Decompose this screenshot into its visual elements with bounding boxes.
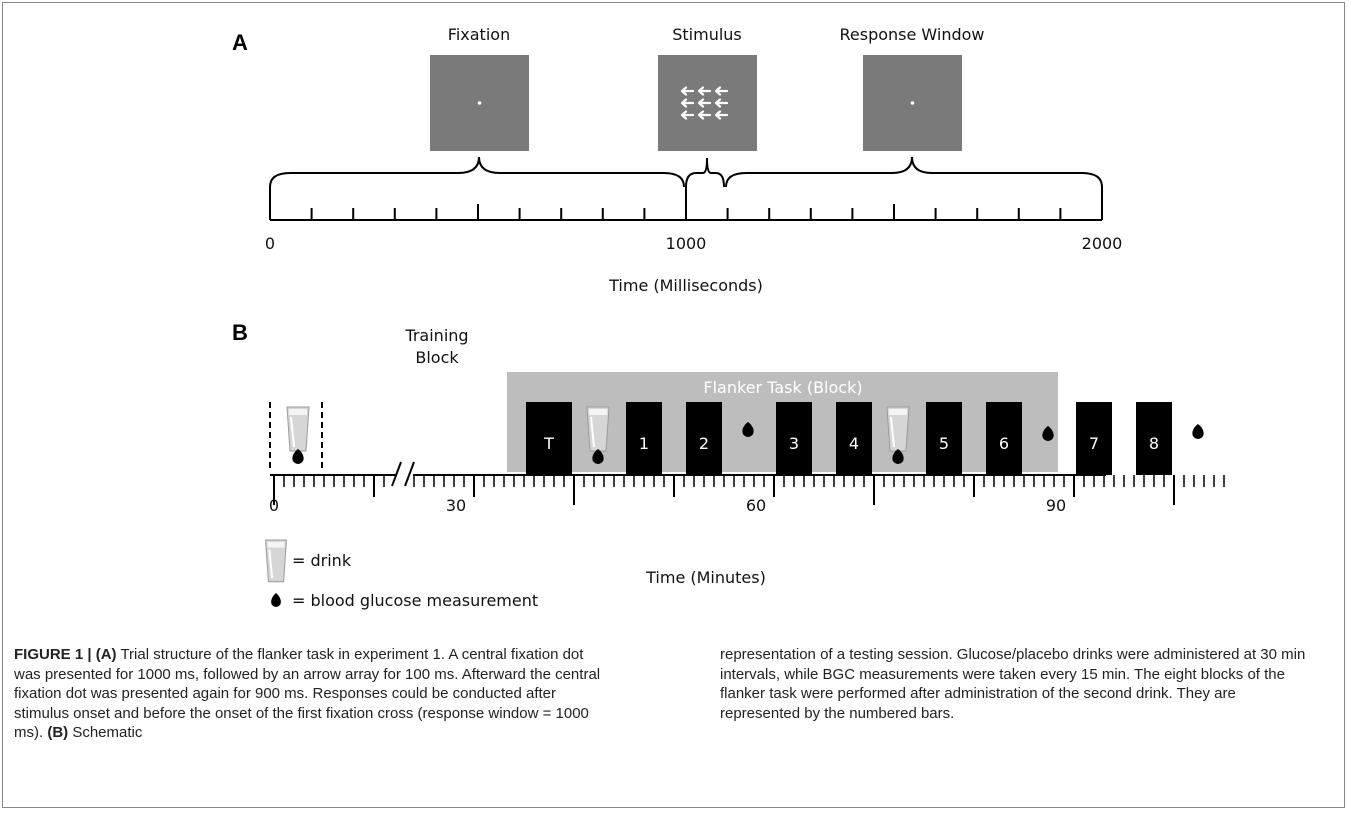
- fixation-screen: [430, 55, 529, 151]
- response-window-screen: [863, 55, 962, 151]
- caption-part-a-label: (A): [95, 646, 117, 663]
- stimulus-label: Stimulus: [672, 25, 742, 44]
- block-label: 5: [939, 434, 949, 453]
- legend-glucose-icon: [271, 593, 281, 607]
- fixation-brace: [269, 156, 685, 188]
- flanker-block-3: 3: [776, 402, 812, 475]
- legend-glucose-text: = blood glucose measurement: [292, 591, 538, 610]
- block-label: 3: [789, 434, 799, 453]
- axis-b-tick-60: 60: [746, 496, 766, 515]
- block-label: 7: [1089, 434, 1099, 453]
- training-block: T: [526, 402, 572, 475]
- caption-left-column: FIGURE 1 | (A) Trial structure of the fl…: [14, 645, 614, 743]
- caption-part-b-label: (B): [47, 724, 69, 741]
- glucose-drop-icon: [742, 422, 754, 437]
- glucose-drop-icon: [1192, 424, 1204, 439]
- block-label: 1: [639, 434, 649, 453]
- flanker-label: Flanker Task (Block): [703, 378, 862, 397]
- axis-a-tick-1000: 1000: [666, 234, 707, 253]
- response-brace: [725, 156, 1103, 188]
- axis-a-tick-2000: 2000: [1082, 234, 1123, 253]
- flanker-block-4: 4: [836, 402, 872, 475]
- axis-b-title: Time (Minutes): [645, 568, 766, 587]
- flanker-block-1: 1: [626, 402, 662, 475]
- figure-diagram: A Fixation Stimulus Response Window: [232, 25, 1225, 610]
- panel-a-letter: A: [232, 30, 248, 55]
- axis-a-tick-0: 0: [265, 234, 275, 253]
- flanker-block-7: 7: [1076, 402, 1112, 475]
- drink-icon: [586, 406, 610, 452]
- axis-a-title: Time (Milliseconds): [608, 276, 763, 295]
- caption-right-column: representation of a testing session. Glu…: [720, 645, 1320, 723]
- arrow-array: [680, 86, 729, 120]
- axis-b-tick-90: 90: [1046, 496, 1066, 515]
- flanker-block-8: 8: [1136, 402, 1172, 475]
- glucose-drop-icon: [292, 449, 304, 464]
- axis-b: [270, 461, 1225, 505]
- caption-part-b-text-left: Schematic: [68, 724, 143, 741]
- caption-part-a-text: Trial structure of the flanker task in e…: [14, 646, 601, 741]
- legend-glass: [265, 539, 287, 583]
- flanker-block-6: 6: [986, 402, 1022, 475]
- response-dot: [910, 101, 915, 105]
- block-label: 2: [699, 434, 709, 453]
- glucose-drop-icon: [1042, 426, 1054, 441]
- block-label: 4: [849, 434, 859, 453]
- stimulus-screen: [658, 55, 757, 151]
- glucose-drop-icon: [592, 449, 604, 464]
- axis-b-tick-0: 0: [269, 496, 279, 515]
- drink-icon: [286, 406, 310, 452]
- fixation-dot: [477, 101, 482, 105]
- caption-part-b-text-right: representation of a testing session. Glu…: [720, 646, 1306, 722]
- legend-drink-icon: [265, 539, 287, 583]
- flanker-block-2: 2: [686, 402, 722, 475]
- legend-drink-text: = drink: [292, 551, 352, 570]
- drink-icon: [886, 406, 910, 452]
- block-label: 6: [999, 434, 1009, 453]
- flanker-block-5: 5: [926, 402, 962, 475]
- training-label-line1: Training: [404, 326, 468, 345]
- panel-b-letter: B: [232, 320, 248, 345]
- block-label: 8: [1149, 434, 1159, 453]
- training-label-line2: Block: [415, 348, 459, 367]
- response-window-label: Response Window: [839, 25, 984, 44]
- axis-a: [269, 187, 1103, 221]
- stimulus-brace: [685, 157, 725, 188]
- block-label: T: [543, 434, 554, 453]
- caption-figure-label: FIGURE 1 |: [14, 646, 92, 663]
- glucose-drop-icon: [892, 449, 904, 464]
- axis-b-tick-30: 30: [446, 496, 466, 515]
- fixation-label: Fixation: [448, 25, 510, 44]
